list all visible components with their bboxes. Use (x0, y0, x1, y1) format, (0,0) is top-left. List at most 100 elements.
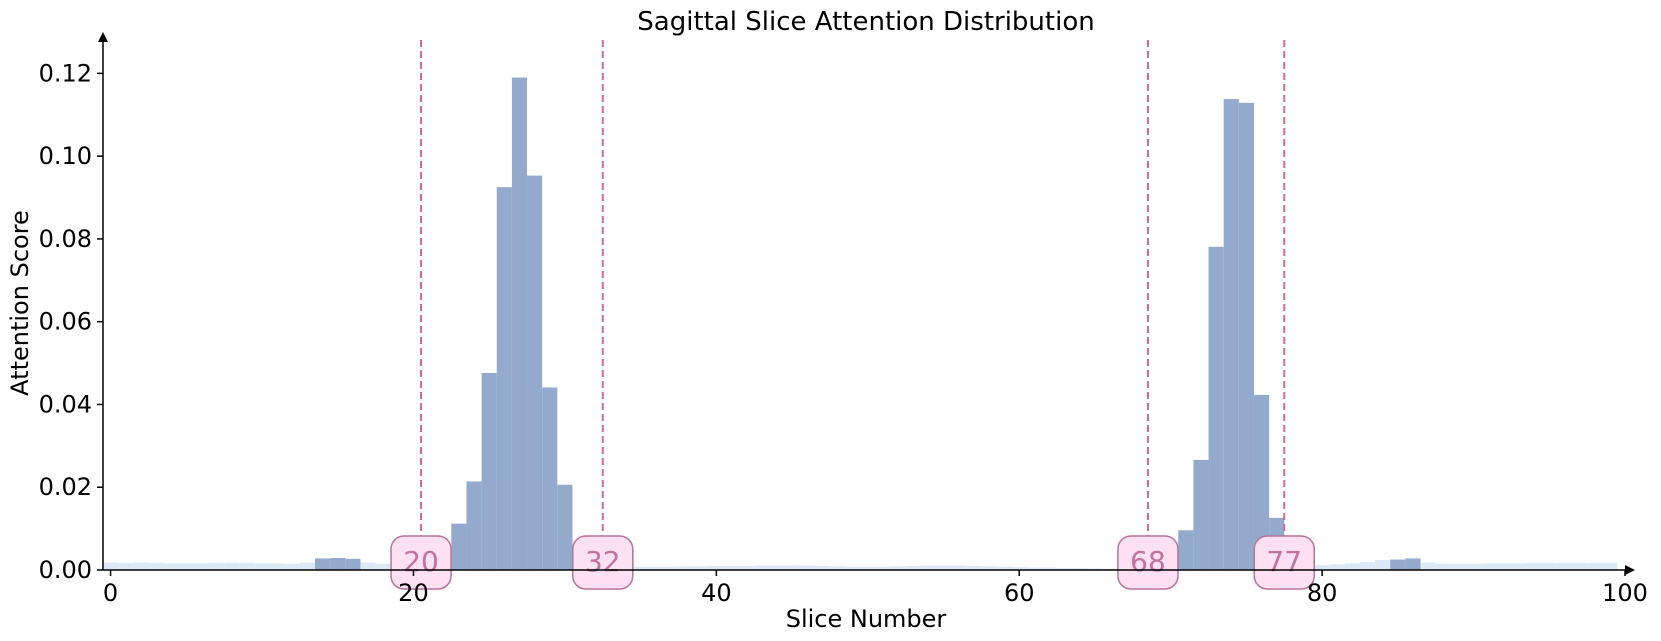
y-axis-arrow (98, 32, 108, 42)
background-bar (1420, 562, 1436, 570)
background-bar (996, 566, 1012, 570)
attention-bar (1208, 246, 1224, 571)
background-bar (814, 565, 830, 570)
background-bar (1571, 562, 1588, 570)
background-bar (784, 565, 800, 570)
y-tick-label: 0.08 (39, 225, 92, 253)
x-axis-label: Slice Number (786, 605, 947, 633)
attention-bar (1238, 102, 1254, 570)
background-bar (148, 562, 164, 570)
background-bar (981, 566, 997, 570)
attention-bar (345, 558, 361, 570)
background-bar (1450, 563, 1466, 570)
background-bar (269, 563, 285, 570)
background-bar (224, 562, 240, 570)
marker-box (1117, 535, 1179, 590)
marker-label: 68 (1130, 545, 1166, 578)
background-bar (209, 562, 225, 570)
background-bar (633, 566, 649, 570)
marker-label: 77 (1266, 545, 1302, 578)
axes (98, 32, 1635, 575)
y-tick-label: 0.06 (39, 308, 92, 336)
x-tick-label: 20 (398, 579, 429, 607)
background-bar (860, 566, 876, 570)
attention-bar (496, 187, 512, 570)
attention-bar (542, 387, 558, 570)
background-bar (890, 566, 906, 570)
background-bar (1541, 562, 1557, 570)
background-bar (375, 563, 391, 570)
attention-bar (1405, 558, 1421, 570)
attention-bar (527, 175, 543, 570)
background-bar (966, 565, 982, 570)
background-bar (1072, 567, 1088, 570)
x-axis-arrow (1625, 565, 1635, 575)
background-bar (284, 563, 300, 570)
attention-bar (1178, 530, 1194, 570)
background-bar (1435, 563, 1451, 570)
background-bar (663, 566, 679, 570)
x-tick-label: 60 (1004, 579, 1035, 607)
background-bar (1011, 567, 1027, 570)
background-bar (1041, 567, 1058, 570)
attention-bar (1223, 99, 1239, 570)
background-bar (193, 563, 210, 570)
background-bar (678, 566, 694, 570)
background-bar (1087, 568, 1103, 570)
y-tick-label: 0.12 (39, 59, 92, 87)
background-bar (1556, 562, 1572, 570)
background-bar (875, 566, 891, 570)
background-bar (178, 563, 194, 570)
background-bar (754, 565, 770, 570)
background-bar (360, 562, 376, 570)
marker-label: 32 (585, 545, 621, 578)
attention-bar (1193, 459, 1209, 570)
background-bar (920, 565, 936, 570)
background-bar (769, 565, 785, 570)
y-tick-label: 0.04 (39, 390, 92, 418)
y-tick-label: 0.02 (39, 473, 92, 501)
background-bar (1314, 565, 1330, 570)
background-bar (1496, 563, 1512, 570)
background-bar (1344, 563, 1360, 570)
slice-markers: 20 32 68 77 (390, 40, 1316, 590)
background-bar (299, 562, 316, 570)
background-bar (118, 562, 134, 570)
background-bar (935, 565, 952, 570)
marker-box (572, 535, 634, 590)
marker-box (390, 535, 452, 590)
background-bar (1587, 562, 1603, 570)
attention-bar (1390, 559, 1406, 570)
attention-bar (451, 523, 467, 570)
background-bar (254, 563, 270, 570)
background-bar (1057, 567, 1073, 570)
background-bar (133, 562, 149, 570)
attention-bar (481, 373, 497, 570)
chart-title: Sagittal Slice Attention Distribution (637, 7, 1094, 37)
background-bar (1526, 562, 1542, 570)
background-bar (799, 565, 815, 570)
attention-bar (511, 77, 528, 571)
attention-bar (1253, 394, 1270, 570)
attention-bar (557, 484, 573, 570)
background-bar (1511, 563, 1527, 570)
background-bar (829, 566, 846, 570)
attention-bars (315, 77, 1421, 571)
background-bar (648, 566, 664, 570)
attention-bar (466, 481, 482, 570)
background-bar (1359, 562, 1376, 570)
background-bar (1465, 563, 1482, 570)
x-tick-label: 0 (103, 579, 118, 607)
marker-box (1253, 535, 1316, 590)
attention-bar (330, 557, 346, 570)
background-bar (845, 566, 861, 570)
background-bar (905, 565, 921, 570)
y-tick-label: 0.00 (39, 556, 92, 584)
background-bar (103, 562, 119, 570)
background-bar (723, 565, 740, 570)
background-bar (708, 565, 724, 570)
y-tick-label: 0.10 (39, 142, 92, 170)
background-bar (1026, 567, 1042, 570)
x-tick-label: 80 (1307, 579, 1338, 607)
